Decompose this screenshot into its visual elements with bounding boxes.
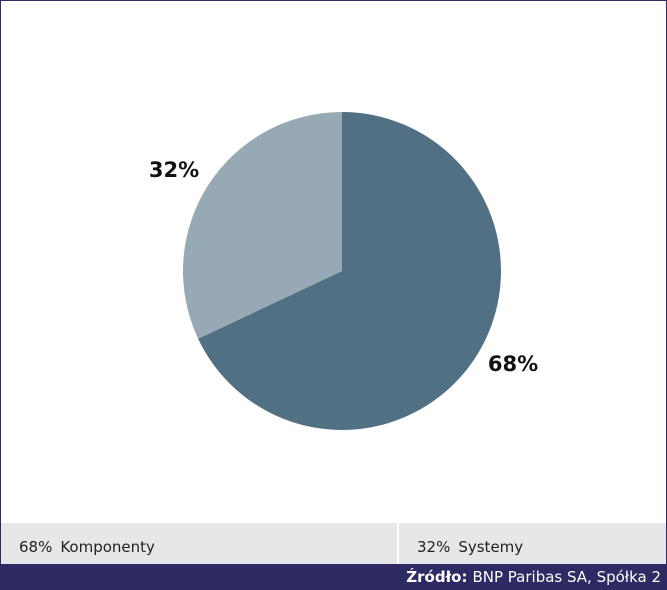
source-text: BNP Paribas SA, Spółka 2 [472, 568, 661, 586]
chart-area: 68% 32% [0, 0, 667, 523]
pie-slice-komponenty [198, 112, 501, 431]
legend-item-komponenty: 68% Komponenty [1, 523, 399, 564]
legend-label: Komponenty [60, 537, 155, 556]
slice-label-systemy: 32% [149, 158, 199, 182]
pie-slice-systemy [182, 112, 342, 339]
legend: 68% Komponenty 32% Systemy [0, 523, 667, 564]
legend-pct: 68% [19, 537, 53, 556]
source-label: Źródło: [406, 568, 468, 586]
slice-label-komponenty: 68% [488, 352, 538, 376]
legend-item-systemy: 32% Systemy [399, 523, 666, 564]
pie-chart: 68% 32% [149, 112, 538, 431]
source-bar: Źródło: BNP Paribas SA, Spółka 2 [0, 564, 667, 590]
legend-label: Systemy [458, 537, 524, 556]
legend-pct: 32% [417, 537, 451, 556]
